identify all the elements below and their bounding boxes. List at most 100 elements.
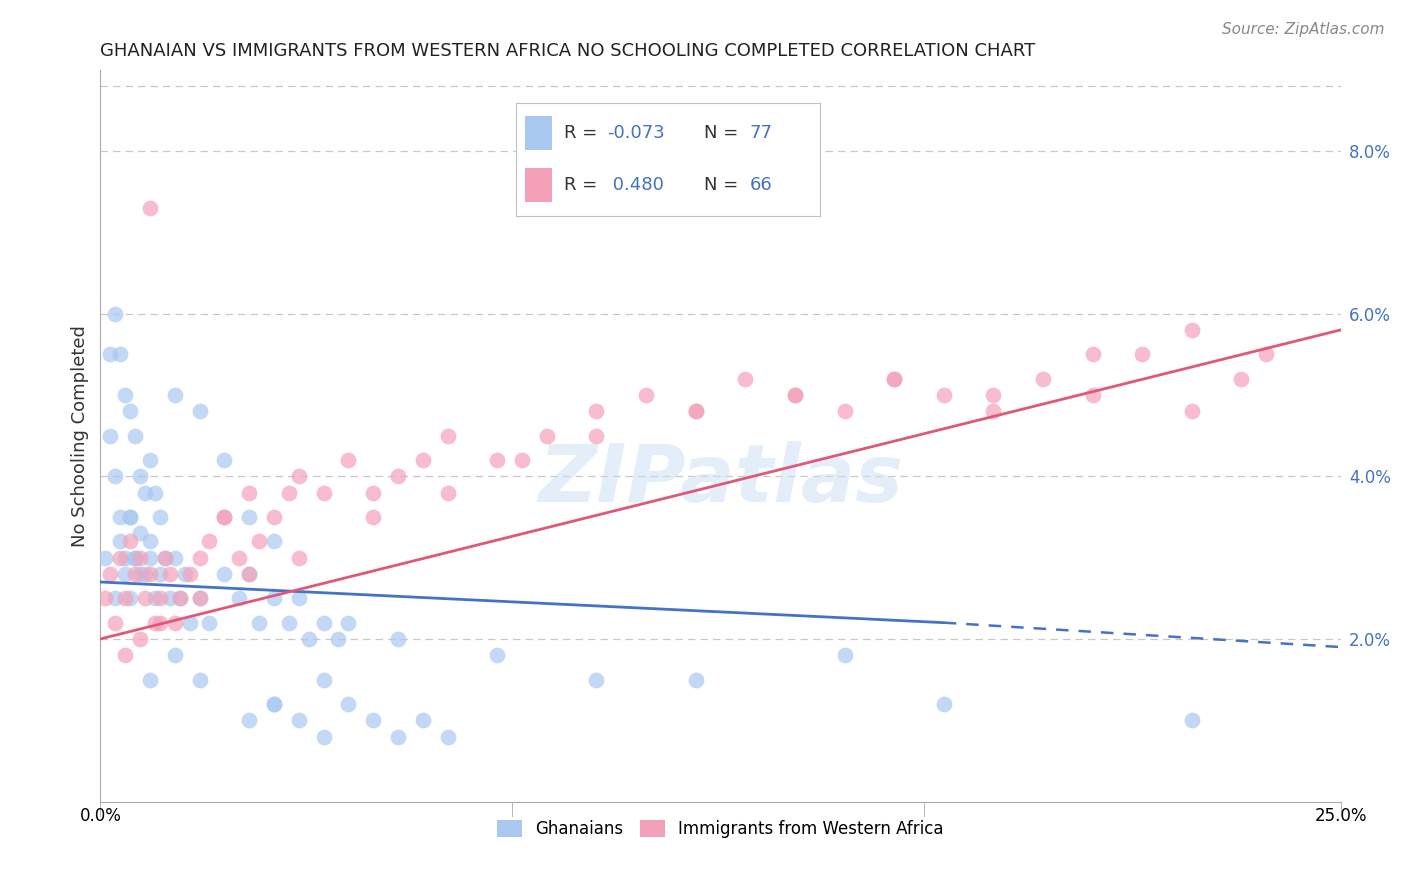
Point bbox=[685, 404, 707, 418]
Point bbox=[173, 566, 195, 581]
Point bbox=[228, 591, 250, 606]
Point bbox=[1181, 713, 1204, 727]
Point bbox=[1230, 372, 1253, 386]
Point bbox=[134, 591, 156, 606]
Point bbox=[153, 550, 176, 565]
Y-axis label: No Schooling Completed: No Schooling Completed bbox=[72, 325, 89, 547]
Point bbox=[585, 673, 607, 687]
Point bbox=[1181, 323, 1204, 337]
Point bbox=[169, 591, 191, 606]
Point bbox=[238, 485, 260, 500]
Point bbox=[263, 591, 285, 606]
Point bbox=[108, 510, 131, 524]
Point bbox=[98, 566, 121, 581]
Point bbox=[298, 632, 321, 646]
Point bbox=[114, 648, 136, 663]
Point bbox=[436, 730, 458, 744]
Point bbox=[104, 615, 127, 630]
Point bbox=[337, 453, 360, 467]
Point bbox=[153, 550, 176, 565]
Point bbox=[129, 632, 152, 646]
Point bbox=[188, 550, 211, 565]
Point bbox=[143, 485, 166, 500]
Point bbox=[188, 591, 211, 606]
Point bbox=[139, 201, 162, 215]
Point bbox=[387, 730, 409, 744]
Point bbox=[163, 388, 186, 402]
Point bbox=[134, 485, 156, 500]
Point bbox=[169, 591, 191, 606]
Point bbox=[834, 404, 856, 418]
Point bbox=[361, 510, 384, 524]
Point bbox=[337, 615, 360, 630]
Point bbox=[124, 550, 146, 565]
Point bbox=[536, 428, 558, 442]
Point bbox=[412, 713, 434, 727]
Point bbox=[288, 469, 311, 483]
Point bbox=[328, 632, 350, 646]
Point bbox=[783, 388, 806, 402]
Point bbox=[288, 713, 311, 727]
Point bbox=[783, 388, 806, 402]
Point bbox=[120, 591, 142, 606]
Point bbox=[104, 307, 127, 321]
Point bbox=[436, 485, 458, 500]
Point bbox=[1256, 347, 1278, 361]
Point bbox=[288, 591, 311, 606]
Point bbox=[149, 615, 172, 630]
Point bbox=[108, 550, 131, 565]
Point bbox=[238, 566, 260, 581]
Point bbox=[1130, 347, 1153, 361]
Point bbox=[247, 615, 270, 630]
Point bbox=[124, 428, 146, 442]
Point bbox=[114, 550, 136, 565]
Point bbox=[108, 347, 131, 361]
Point bbox=[163, 615, 186, 630]
Point bbox=[120, 510, 142, 524]
Point bbox=[361, 713, 384, 727]
Point bbox=[159, 566, 181, 581]
Point bbox=[159, 591, 181, 606]
Point bbox=[114, 591, 136, 606]
Point bbox=[120, 510, 142, 524]
Point bbox=[585, 404, 607, 418]
Point bbox=[163, 550, 186, 565]
Point bbox=[486, 453, 509, 467]
Point bbox=[163, 648, 186, 663]
Point bbox=[387, 632, 409, 646]
Point bbox=[361, 485, 384, 500]
Point bbox=[120, 404, 142, 418]
Point bbox=[198, 534, 221, 549]
Point bbox=[263, 697, 285, 711]
Point bbox=[98, 347, 121, 361]
Point bbox=[238, 510, 260, 524]
Point bbox=[124, 566, 146, 581]
Point bbox=[288, 550, 311, 565]
Text: ZIPatlas: ZIPatlas bbox=[538, 441, 903, 518]
Point bbox=[1081, 347, 1104, 361]
Point bbox=[143, 591, 166, 606]
Point bbox=[114, 388, 136, 402]
Point bbox=[188, 404, 211, 418]
Point bbox=[139, 534, 162, 549]
Point bbox=[312, 615, 335, 630]
Point bbox=[685, 673, 707, 687]
Point bbox=[636, 388, 658, 402]
Point bbox=[214, 510, 236, 524]
Point bbox=[387, 469, 409, 483]
Point bbox=[263, 697, 285, 711]
Point bbox=[139, 550, 162, 565]
Point bbox=[510, 453, 533, 467]
Point bbox=[1081, 388, 1104, 402]
Point bbox=[198, 615, 221, 630]
Point bbox=[149, 591, 172, 606]
Point bbox=[104, 469, 127, 483]
Point bbox=[983, 404, 1005, 418]
Point bbox=[149, 566, 172, 581]
Point bbox=[214, 510, 236, 524]
Point bbox=[734, 372, 756, 386]
Point bbox=[94, 550, 117, 565]
Point bbox=[247, 534, 270, 549]
Point bbox=[94, 591, 117, 606]
Point bbox=[312, 673, 335, 687]
